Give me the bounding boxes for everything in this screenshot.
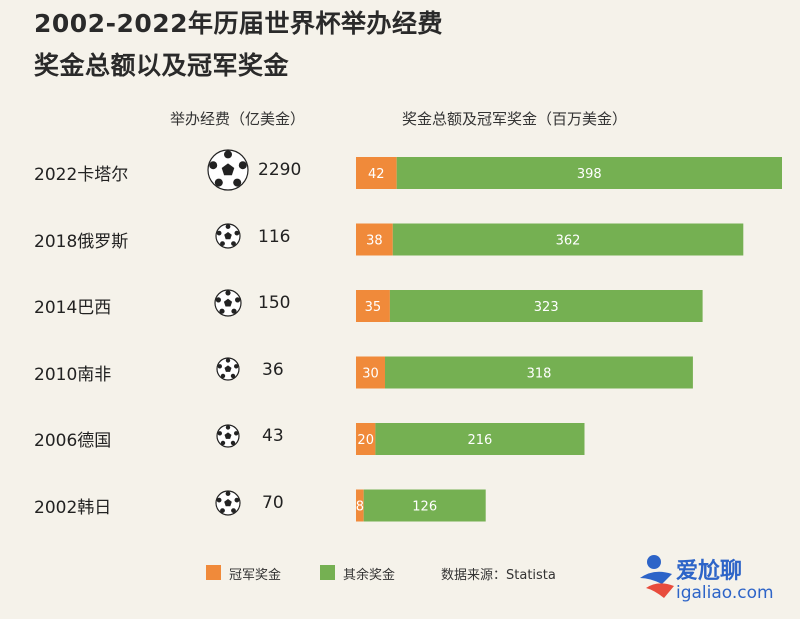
data-label-rest: 216 — [467, 433, 492, 448]
data-label-champion: 20 — [357, 433, 374, 448]
bar-rest-prize — [375, 423, 585, 455]
host-cost-value: 150 — [258, 293, 291, 313]
header-host-cost: 举办经费（亿美金） — [170, 110, 306, 128]
watermark-logo-icon — [640, 555, 674, 598]
chart-row: 2006德国 43 — [0, 416, 800, 460]
football-icon — [207, 149, 249, 195]
chart-title-line1: 2002-2022年历届世界杯举办经费 — [34, 9, 444, 38]
football-icon — [216, 357, 240, 385]
watermark-text-url: igaliao.com — [676, 583, 774, 603]
football-icon — [215, 223, 241, 253]
data-label-champion: 30 — [362, 367, 379, 382]
chart-title-line2: 奖金总额以及冠军奖金 — [34, 51, 290, 80]
bar-rest-prize — [363, 489, 486, 522]
bar-champion-prize — [356, 290, 390, 322]
chart-row: 2022卡塔尔 2290 — [0, 149, 800, 195]
bar-rest-prize — [392, 223, 744, 256]
category-label: 2002韩日 — [34, 497, 112, 518]
legend-label-rest: 其余奖金 — [343, 568, 396, 583]
football-icon — [216, 424, 240, 452]
category-label: 2018俄罗斯 — [34, 231, 129, 252]
data-label-champion: 35 — [365, 300, 382, 315]
host-cost-value: 116 — [258, 226, 291, 247]
data-label-rest: 318 — [527, 367, 552, 382]
chart-row: 2014巴西 150 — [0, 283, 800, 327]
data-source-note: 数据来源：Statista — [441, 568, 556, 583]
bar-rest-prize — [385, 356, 693, 389]
watermark-text-cn: 爱尬聊 — [676, 559, 743, 584]
host-cost-value: 2290 — [258, 160, 302, 180]
data-label-champion: 42 — [368, 167, 385, 182]
data-label-rest: 398 — [577, 167, 602, 182]
chart-row: 2018俄罗斯 116 — [0, 217, 800, 261]
legend-swatch-rest — [320, 565, 335, 580]
data-label-champion: 38 — [366, 234, 383, 249]
data-label-rest: 126 — [412, 500, 437, 515]
host-cost-value: 36 — [262, 359, 284, 380]
host-cost-value: 43 — [262, 426, 284, 446]
category-label: 2010南非 — [34, 364, 112, 385]
football-icon — [214, 289, 243, 321]
bar-champion-prize — [356, 489, 364, 522]
data-label-rest: 323 — [534, 300, 559, 315]
legend-swatch-champion — [206, 565, 221, 580]
category-label: 2022卡塔尔 — [34, 165, 129, 185]
bar-champion-prize — [356, 157, 397, 189]
data-label-champion: 8 — [356, 500, 364, 515]
legend-label-champion: 冠军奖金 — [229, 568, 282, 583]
bar-rest-prize — [389, 290, 703, 322]
host-cost-value: 70 — [262, 492, 284, 513]
bar-champion-prize — [356, 223, 393, 256]
data-label-rest: 362 — [556, 234, 581, 249]
header-prize-money: 奖金总额及冠军奖金（百万美金） — [402, 110, 628, 128]
chart-row: 2002韩日 70 — [0, 483, 800, 527]
chart-row: 2010南非 36 — [0, 350, 800, 394]
category-label: 2006德国 — [34, 431, 112, 451]
bar-champion-prize — [356, 423, 376, 455]
category-label: 2014巴西 — [34, 298, 112, 318]
football-icon — [215, 490, 241, 520]
bar-champion-prize — [356, 356, 385, 389]
bar-rest-prize — [396, 157, 782, 189]
